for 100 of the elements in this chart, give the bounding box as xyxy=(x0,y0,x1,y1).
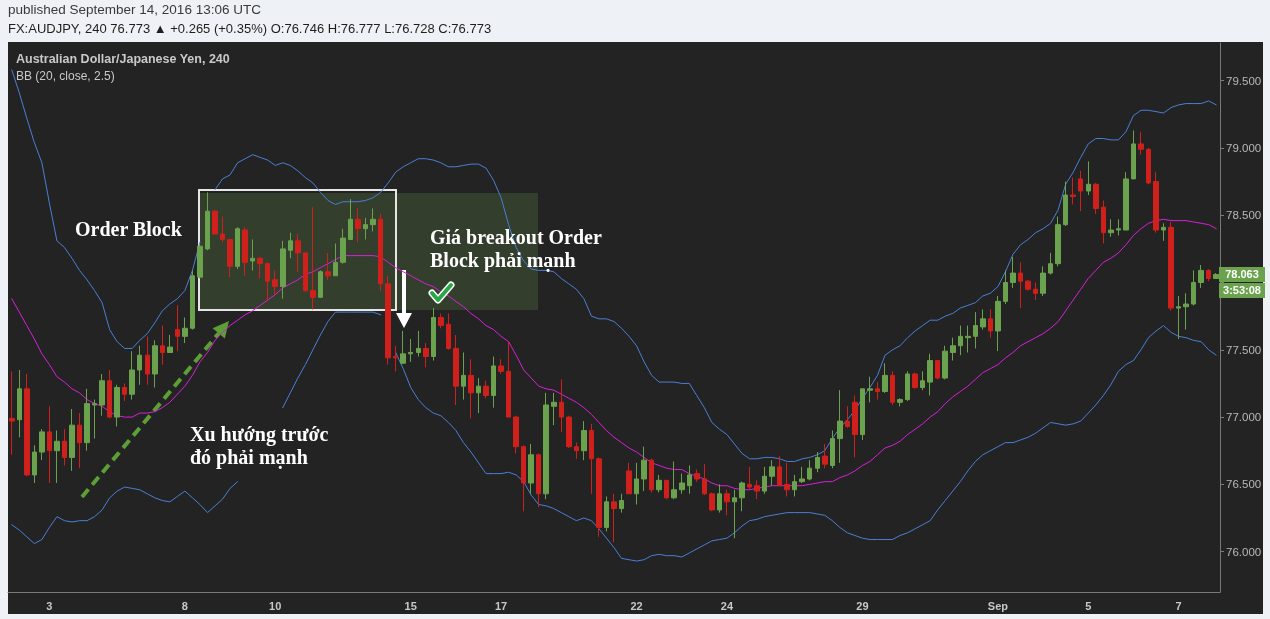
candlestick xyxy=(528,443,534,495)
candlestick xyxy=(980,308,986,331)
text: published September 14, 2016 13:06 UTC xyxy=(8,2,261,19)
x-tick-label: 10 xyxy=(269,599,282,612)
candlestick xyxy=(468,358,474,419)
candlestick xyxy=(453,334,459,406)
candlestick xyxy=(709,491,715,512)
candlestick xyxy=(340,228,346,265)
y-tick-label: 77.500 xyxy=(1226,343,1262,356)
x-tick-label: 3 xyxy=(46,599,53,612)
candlestick xyxy=(145,335,150,386)
candlestick xyxy=(762,466,767,495)
candlestick xyxy=(777,455,782,487)
candlestick xyxy=(431,307,436,362)
candlestick xyxy=(769,459,775,487)
candlestick xyxy=(626,462,632,495)
candlestick xyxy=(227,238,233,278)
candlestick xyxy=(1191,269,1196,306)
candlestick xyxy=(295,233,301,273)
candlestick xyxy=(521,444,526,512)
text: 3:53:08 xyxy=(1219,283,1265,298)
candlestick xyxy=(491,356,496,409)
candlestick xyxy=(62,428,67,467)
candlestick xyxy=(122,382,127,402)
x-tick-label: 22 xyxy=(630,599,643,612)
candlestick xyxy=(1206,268,1211,282)
candlestick xyxy=(927,353,933,397)
candlestick xyxy=(84,388,90,452)
candlestick xyxy=(1025,279,1031,292)
candlestick xyxy=(9,370,15,456)
candlestick xyxy=(830,430,835,469)
candlestick xyxy=(1161,222,1166,242)
candlestick xyxy=(717,483,722,514)
chart-title: FX:AUDJPY, 240 76.773 ▲ +0.265 (+0.35%) O:76.746 H:76.777 L:76.728 C:76.773 xyxy=(8,21,492,38)
annotation: BB (20, close, 2.5) xyxy=(16,69,115,84)
candlestick xyxy=(687,465,692,495)
candlestick xyxy=(205,191,210,251)
candlestick xyxy=(483,380,489,399)
candlestick xyxy=(17,369,22,438)
y-tick-label: 76.500 xyxy=(1226,478,1262,491)
candlestick xyxy=(1048,252,1053,275)
candlestick xyxy=(438,312,444,329)
candlestick xyxy=(1146,147,1151,185)
candlestick xyxy=(77,412,82,469)
x-tick-label: 29 xyxy=(856,599,869,612)
candlestick xyxy=(423,342,429,368)
candlestick xyxy=(732,489,737,539)
candlestick xyxy=(107,369,112,419)
candlestick xyxy=(799,466,805,484)
candlestick xyxy=(995,295,1001,352)
candlestick xyxy=(837,389,843,464)
candlestick xyxy=(1138,131,1144,156)
candlestick xyxy=(32,444,37,484)
candlestick xyxy=(1018,261,1023,309)
candlestick xyxy=(325,252,331,281)
candlestick xyxy=(551,392,557,426)
candlestick xyxy=(235,226,240,270)
x-tick-label: 8 xyxy=(181,599,188,612)
candlestick xyxy=(860,388,865,441)
candlestick xyxy=(671,460,677,500)
candlestick xyxy=(378,213,383,292)
candlestick xyxy=(875,381,880,401)
candlestick xyxy=(890,370,895,406)
candlestick xyxy=(310,206,316,310)
candlestick xyxy=(1063,181,1068,227)
candlestick xyxy=(318,269,323,298)
candlestick xyxy=(1033,282,1038,301)
annotation: Giá breakout Order Block phải mạnh xyxy=(430,226,603,272)
candlestick xyxy=(942,345,948,380)
candlestick xyxy=(416,330,421,358)
candlestick xyxy=(739,481,745,512)
candlestick xyxy=(897,397,903,407)
text: 78.063 xyxy=(1219,267,1265,282)
candlestick xyxy=(355,208,361,243)
candlestick xyxy=(152,339,158,388)
candlestick xyxy=(988,308,993,339)
candlestick xyxy=(212,209,218,235)
candlestick xyxy=(912,372,918,390)
candlestick xyxy=(1093,182,1099,215)
candlestick xyxy=(1131,129,1136,180)
annotation: Order Block xyxy=(75,218,182,241)
candlestick xyxy=(604,495,609,532)
candlestick xyxy=(137,345,142,386)
candlestick xyxy=(581,420,587,461)
candlestick xyxy=(288,232,293,259)
candlestick xyxy=(852,395,858,458)
candlestick xyxy=(506,341,511,418)
candlestick xyxy=(408,338,413,363)
candlestick xyxy=(257,256,263,279)
candlestick xyxy=(724,489,730,516)
x-tick-label: 5 xyxy=(1085,599,1092,612)
candlestick xyxy=(1168,221,1174,312)
y-tick-label: 79.500 xyxy=(1226,74,1262,87)
candlestick xyxy=(348,198,353,240)
y-tick-label: 78.500 xyxy=(1226,209,1262,222)
candlestick xyxy=(950,337,956,362)
candlestick xyxy=(1086,160,1091,196)
candlestick xyxy=(867,376,873,403)
candlestick xyxy=(250,238,255,271)
candlestick xyxy=(1183,292,1189,331)
